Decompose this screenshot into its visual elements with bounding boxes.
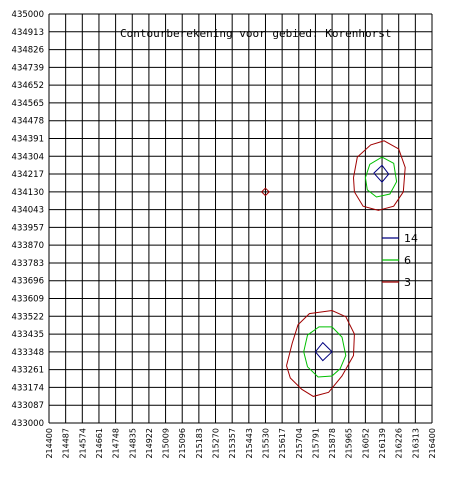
y-tick-label: 434304 (12, 152, 44, 162)
y-tick-label: 435000 (12, 10, 44, 20)
x-tick-label: 215183 (195, 428, 204, 459)
y-tick-label: 434391 (12, 134, 44, 144)
x-tick-label: 215096 (178, 428, 187, 459)
y-tick-label: 433783 (12, 259, 44, 269)
y-tick-label: 433174 (12, 383, 44, 393)
contour-line-6 (303, 326, 347, 378)
chart-title: Contourberekening voor gebied: Korenhors… (120, 27, 392, 40)
x-tick-label: 215965 (345, 428, 354, 459)
x-tick-label: 214400 (45, 428, 54, 459)
y-tick-label: 434478 (12, 117, 44, 127)
x-tick-label: 214835 (128, 428, 137, 459)
x-tick-label: 215878 (328, 428, 337, 459)
x-tick-label: 214748 (112, 428, 121, 459)
y-tick-label: 433696 (12, 277, 44, 287)
y-tick-label: 433348 (12, 348, 44, 358)
legend-label-3: 3 (404, 276, 411, 289)
x-tick-label: 215443 (245, 428, 254, 459)
x-tick-label: 214661 (95, 428, 104, 459)
y-tick-label: 434565 (12, 99, 44, 109)
x-tick-label: 215704 (295, 428, 304, 459)
y-tick-label: 434130 (12, 188, 44, 198)
x-tick-label: 215617 (278, 428, 287, 459)
x-tick-label: 215009 (162, 428, 171, 459)
contour-line-3 (286, 309, 355, 397)
x-tick-label: 215791 (311, 428, 320, 459)
contour-line-3 (353, 140, 406, 211)
y-tick-label: 433435 (12, 330, 44, 340)
contour-line-14 (373, 164, 390, 183)
grid (48, 13, 433, 424)
y-tick-label: 433261 (12, 366, 44, 376)
y-tick-label: 433000 (12, 419, 44, 429)
y-tick-label: 433522 (12, 312, 44, 322)
contour-line-6 (364, 156, 398, 198)
contour-line-14 (315, 341, 333, 362)
y-tick-label: 434826 (12, 46, 44, 56)
y-tick-label: 434217 (12, 170, 44, 180)
y-tick-label: 433957 (12, 223, 44, 233)
y-tick-label: 434652 (12, 81, 44, 91)
x-tick-label: 214922 (145, 428, 154, 459)
y-tick-label: 434043 (12, 206, 44, 216)
x-tick-label: 216139 (378, 428, 387, 459)
x-tick-label: 216313 (411, 428, 420, 459)
x-tick-label: 214574 (78, 428, 87, 459)
y-tick-label: 433870 (12, 241, 44, 251)
y-axis-ticks: 435000 434913 434826 434739 434652 434565 4344… (12, 10, 44, 429)
y-tick-label: 434913 (12, 28, 44, 38)
x-tick-label: 215530 (261, 428, 270, 459)
legend-label-14: 14 (404, 232, 418, 245)
x-tick-label: 216052 (361, 428, 370, 459)
y-tick-label: 433087 (12, 401, 44, 411)
y-tick-label: 434739 (12, 63, 44, 73)
contour-lines (261, 140, 406, 397)
legend: 14 6 3 (382, 232, 418, 289)
legend-label-6: 6 (404, 254, 411, 267)
contour-line-3 (261, 187, 270, 197)
x-tick-label: 214487 (62, 428, 71, 459)
y-tick-label: 433609 (12, 295, 44, 305)
x-tick-label: 215357 (228, 428, 237, 459)
x-tick-label: 216226 (395, 428, 404, 459)
x-axis-ticks: 214400 214487 214574 214661 214748 214835 2149… (45, 428, 437, 459)
x-tick-label: 215270 (212, 428, 221, 459)
x-tick-label: 216400 (428, 428, 437, 459)
